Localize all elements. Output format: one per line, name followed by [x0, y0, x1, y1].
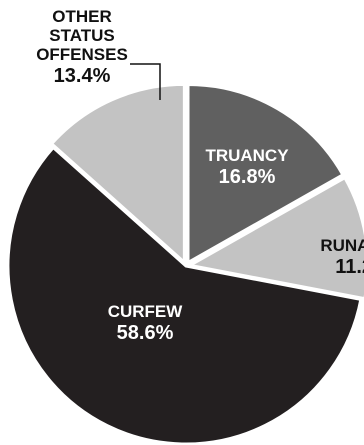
pie-slice-other-status-offenses: [50, 82, 186, 264]
slice-value-label: 16.8%: [219, 166, 276, 188]
slice-value-label: 13.4%: [54, 65, 111, 87]
slice-name-line: CURFEW: [108, 302, 184, 321]
slice-value-label: 58.6%: [117, 322, 174, 344]
slice-label-other-status-offenses: OTHER STATUS OFFENSES 13.4%: [36, 7, 128, 87]
slice-name-line: OFFENSES: [36, 45, 128, 64]
slice-label-truancy: TRUANCY 16.8%: [205, 146, 289, 188]
pie-slice-truancy: [186, 83, 345, 265]
slice-label-curfew: CURFEW 58.6%: [108, 302, 184, 344]
pie-slice-curfew: [6, 145, 363, 445]
pie-slice-runaway: [188, 176, 364, 301]
slice-name-line: OTHER: [52, 7, 112, 26]
slice-name-line: RUNAWAY: [320, 236, 364, 255]
slice-name-line: STATUS: [49, 26, 114, 45]
slice-label-runaway: RUNAWAY11.2%: [320, 236, 364, 278]
slice-name-line: TRUANCY: [205, 146, 289, 165]
slice-value-label: 11.2%: [335, 256, 364, 278]
callout-leader-line: [130, 63, 161, 100]
